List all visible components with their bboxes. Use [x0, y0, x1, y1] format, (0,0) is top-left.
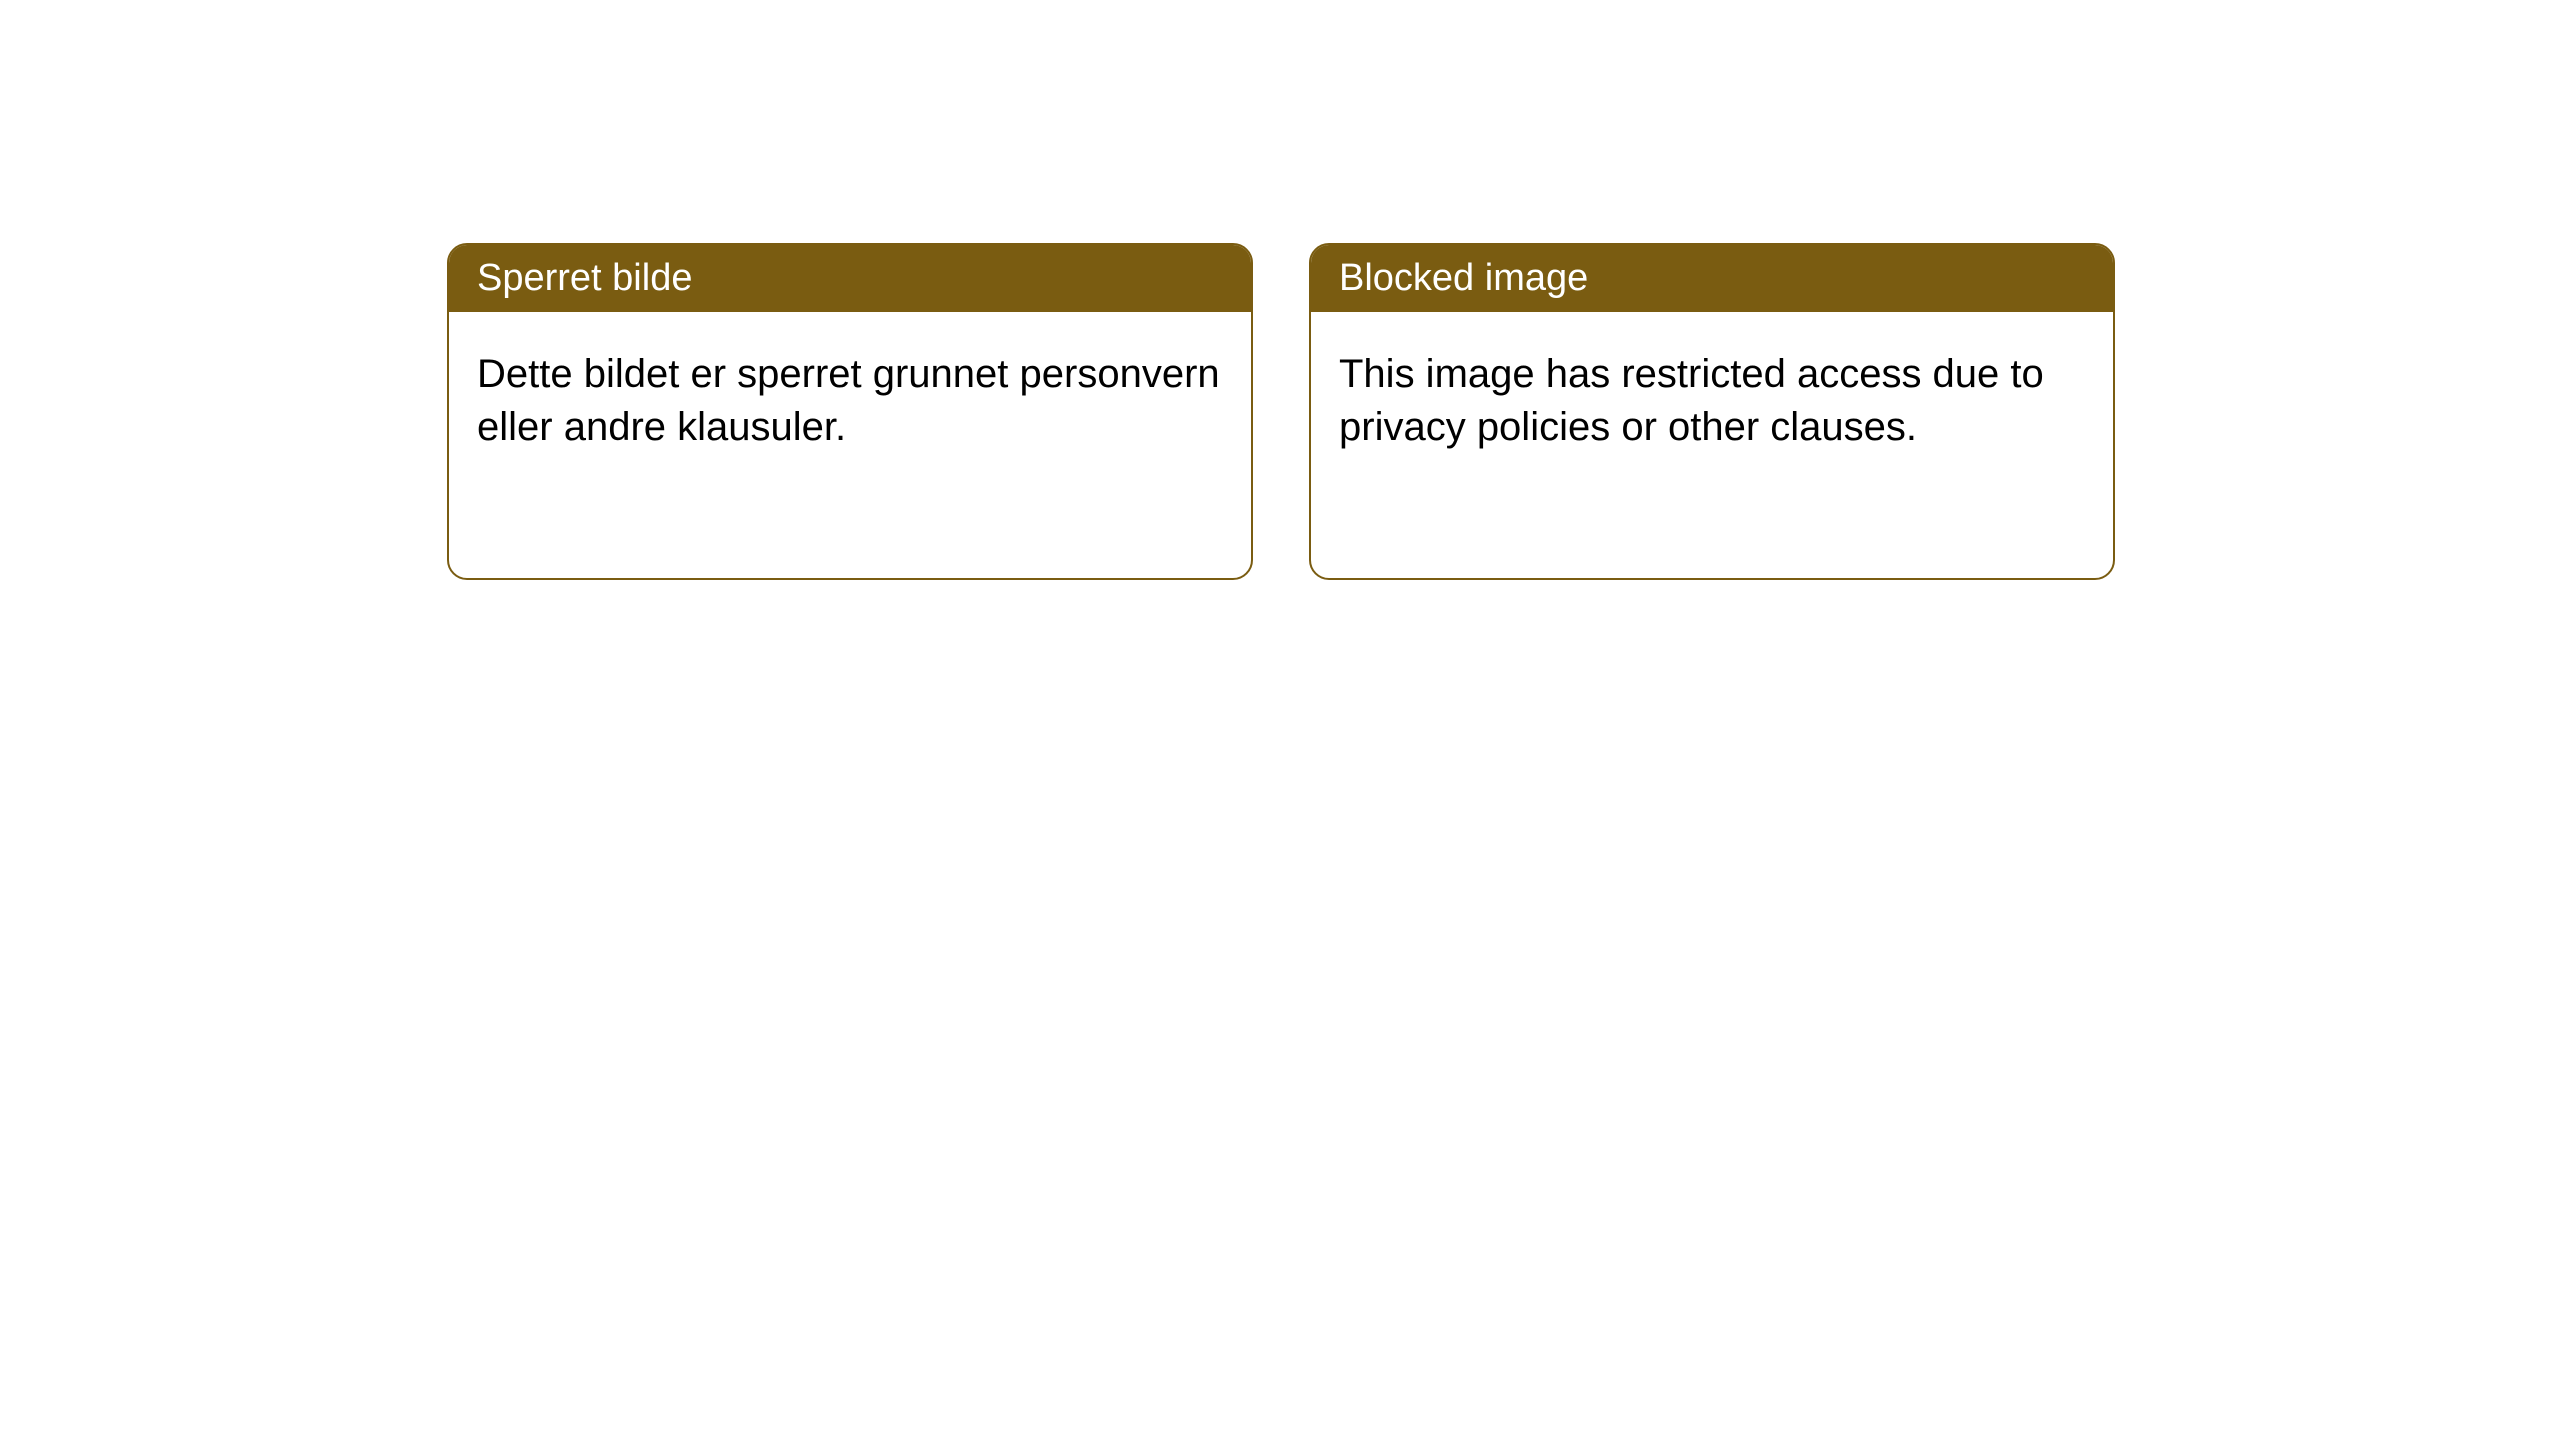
notice-card-header: Sperret bilde: [449, 245, 1251, 312]
notice-card-header: Blocked image: [1311, 245, 2113, 312]
notice-card-container: Sperret bilde Dette bildet er sperret gr…: [447, 243, 2115, 580]
notice-card-english: Blocked image This image has restricted …: [1309, 243, 2115, 580]
notice-card-body: This image has restricted access due to …: [1311, 312, 2113, 490]
notice-card-body: Dette bildet er sperret grunnet personve…: [449, 312, 1251, 490]
notice-card-norwegian: Sperret bilde Dette bildet er sperret gr…: [447, 243, 1253, 580]
